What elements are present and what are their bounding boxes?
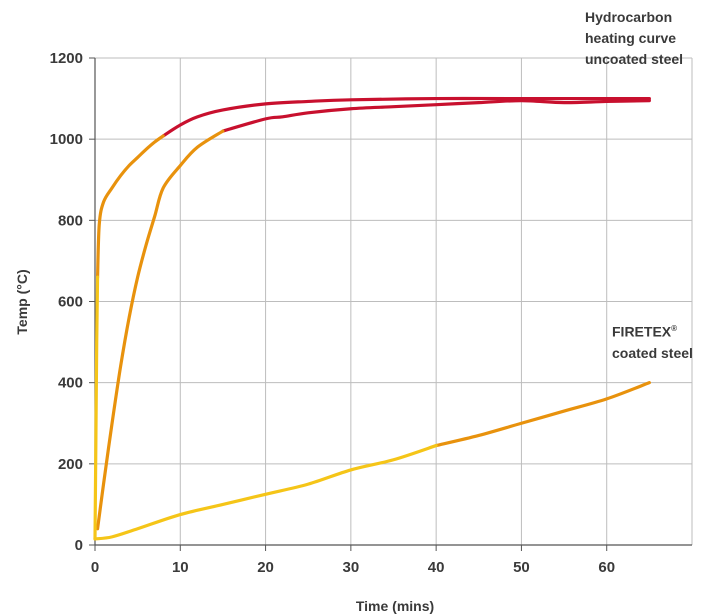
x-tick-label: 50 <box>513 559 530 576</box>
x-axis-title: Time (mins) <box>356 598 434 614</box>
x-tick-label: 10 <box>172 559 189 576</box>
x-tick-labels: 0 10 20 30 40 50 60 <box>91 559 615 576</box>
y-axis-title: Temp (°C) <box>14 269 30 334</box>
series-lines <box>93 96 651 541</box>
y-tick-labels: 0 200 400 600 800 1000 1200 <box>50 50 83 554</box>
series-line-1 <box>221 99 651 133</box>
x-tick-label: 20 <box>257 559 274 576</box>
series-line-4 <box>95 134 165 279</box>
y-tick-label: 0 <box>75 537 83 554</box>
annotation-line: FIRETEX® <box>612 318 693 343</box>
annotation-hydrocarbon: Hydrocarbon heating curve uncoated steel <box>585 7 683 70</box>
y-tick-label: 1200 <box>50 50 83 67</box>
series-line-7 <box>93 443 438 541</box>
axes <box>89 57 692 551</box>
series-line-2 <box>161 96 651 138</box>
y-tick-label: 1000 <box>50 131 83 148</box>
registered-mark: ® <box>671 324 678 333</box>
annotation-line: heating curve <box>585 30 677 46</box>
annotation-line: uncoated steel <box>585 51 684 67</box>
annotation-firetex: FIRETEX® coated steel <box>612 318 693 364</box>
annotation-line: coated steel <box>612 344 693 361</box>
series-line-6 <box>93 275 100 541</box>
y-tick-label: 800 <box>58 212 83 229</box>
annotation-line: Hydrocarbon <box>585 9 673 25</box>
annotation-brand: FIRETEX <box>612 323 672 340</box>
x-tick-label: 0 <box>91 559 99 576</box>
x-tick-label: 40 <box>428 559 445 576</box>
x-tick-label: 60 <box>598 559 615 576</box>
series-line-3 <box>95 129 225 531</box>
gridlines <box>95 57 693 545</box>
y-tick-label: 600 <box>58 294 83 311</box>
x-tick-label: 30 <box>343 559 360 576</box>
y-tick-label: 400 <box>58 375 83 392</box>
y-tick-label: 200 <box>58 456 83 473</box>
series-line-5 <box>434 381 651 448</box>
